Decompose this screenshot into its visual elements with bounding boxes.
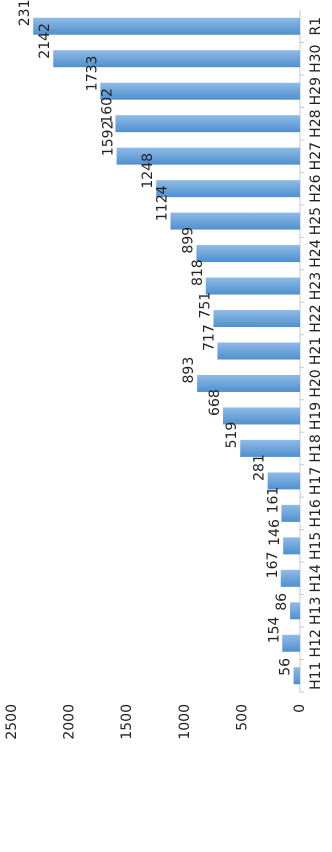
category-tick-label: H30 — [308, 45, 324, 73]
value-tick-label: 1000 — [177, 704, 193, 740]
category-tick-label: H12 — [308, 629, 324, 657]
category-tick-label: H26 — [308, 174, 324, 202]
bar — [156, 180, 300, 198]
bar — [170, 212, 300, 230]
data-label: 751 — [197, 292, 213, 319]
data-label: 281 — [252, 454, 268, 481]
labels: H11 H12 H13 H14 H15 H16 H17 H18 H19 H20 H21 H22 H23 H… — [4, 0, 324, 740]
bar — [197, 374, 300, 392]
category-tick-label: R1 — [308, 17, 324, 36]
category-tick-label: H27 — [308, 142, 324, 170]
category-tick-label: H20 — [308, 369, 324, 397]
category-tick-label: H29 — [308, 77, 324, 105]
value-tick-label: 0 — [292, 704, 308, 713]
data-label: 154 — [266, 616, 282, 643]
category-tick-label: H25 — [308, 207, 324, 235]
category-tick-label: H13 — [308, 597, 324, 625]
value-tick-label: 1500 — [119, 704, 135, 740]
bar — [290, 602, 300, 620]
bar — [213, 310, 300, 328]
bar — [100, 82, 300, 100]
data-label: 818 — [190, 259, 206, 286]
bar — [33, 17, 300, 35]
data-label: 56 — [278, 658, 294, 676]
data-label: 717 — [201, 324, 217, 351]
bar — [280, 569, 300, 587]
bar — [267, 472, 300, 490]
data-label: 2316 — [17, 0, 33, 26]
data-label: 161 — [265, 487, 281, 514]
category-tick-label: H16 — [308, 499, 324, 527]
data-label: 146 — [267, 519, 283, 546]
category-tick-label: H22 — [308, 304, 324, 332]
category-tick-label: H14 — [308, 564, 324, 592]
data-label: 2142 — [37, 23, 53, 59]
category-tick-label: H28 — [308, 109, 324, 137]
bar — [283, 537, 300, 555]
data-label: 668 — [207, 389, 223, 416]
axes — [299, 10, 304, 693]
data-label: 1602 — [99, 88, 115, 124]
category-tick-label: H15 — [308, 532, 324, 560]
data-label: 1592 — [101, 121, 117, 157]
bar — [281, 504, 300, 522]
value-tick-label: 2000 — [62, 704, 78, 740]
data-label: 167 — [265, 552, 281, 579]
value-tick-label: 2500 — [4, 704, 20, 740]
data-label: 893 — [181, 357, 197, 384]
bar — [205, 277, 300, 295]
bar — [217, 342, 300, 360]
data-label: 519 — [224, 422, 240, 449]
data-label: 1248 — [140, 153, 156, 189]
bar — [116, 147, 301, 165]
category-tick-label: H23 — [308, 272, 324, 300]
category-tick-label: H24 — [308, 239, 324, 267]
category-tick-label: H11 — [308, 662, 324, 690]
data-label: 1733 — [84, 56, 100, 92]
category-tick-label: H19 — [308, 402, 324, 430]
bar — [223, 407, 300, 425]
category-tick-label: H18 — [308, 434, 324, 462]
data-label: 1124 — [155, 185, 171, 221]
bar — [196, 245, 300, 263]
bar — [53, 50, 300, 68]
bars — [33, 17, 301, 685]
category-tick-label: H17 — [308, 467, 324, 495]
bar — [293, 667, 300, 685]
category-tick-label: H21 — [308, 337, 324, 365]
bar — [115, 115, 300, 133]
bar — [282, 634, 300, 652]
data-label: 899 — [180, 227, 196, 254]
bar — [240, 439, 300, 457]
data-label: 86 — [274, 593, 290, 611]
value-tick-label: 500 — [234, 704, 250, 731]
